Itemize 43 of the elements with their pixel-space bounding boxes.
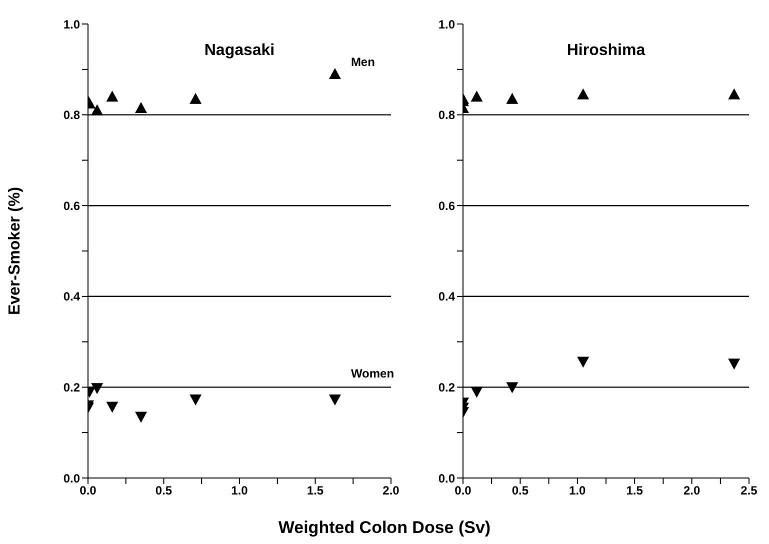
y-tick-label: 0.0 [438,471,456,486]
x-tick-label: 2.0 [382,484,400,498]
series-label: Men [350,54,375,69]
series-label: Women [350,366,394,380]
x-axis-title: Weighted Colon Dose (Sv) [277,518,492,538]
point [728,358,740,370]
point [91,104,104,116]
x-tick-label: 2.0 [683,484,700,498]
x-tick-label: 0.0 [80,484,97,498]
text: Nagasaki [204,42,275,59]
text: Hiroshima [566,42,646,60]
point [190,394,202,406]
point [135,102,148,113]
point [135,412,148,423]
y-tick-label: 0.0 [63,471,80,486]
point [91,383,104,394]
x-tick-label: 1.0 [569,484,586,498]
y-tick-label: 0.2 [438,380,456,394]
y-tick-label: 0.6 [438,198,456,213]
y-tick-label: 0.2 [63,380,80,394]
x-tick-label: 1.5 [626,484,644,498]
point [328,394,341,406]
y-tick-label: 0.6 [63,198,80,213]
point [190,92,202,104]
point [577,88,590,100]
y-tick-label: 0.4 [63,290,80,304]
point [577,356,590,368]
x-tick-label: 0.5 [512,484,529,498]
x-tick-label: 1.5 [306,484,324,498]
y-tick-label: 0.8 [438,108,456,122]
y-tick-label: 1.0 [63,17,80,32]
y-tick-label: 1.0 [438,17,456,32]
x-tick-label: 1.0 [231,484,248,498]
point [106,90,118,102]
y-tick-label: 0.8 [63,108,80,122]
y-axis-title: Ever-Smoker (%) [6,186,24,316]
x-tick-label: 2.5 [740,484,758,498]
point [106,402,118,413]
x-tick-label: 0.0 [454,484,472,498]
y-tick-label: 0.4 [438,290,456,304]
x-tick-label: 0.5 [155,484,172,498]
point [728,88,740,100]
point [328,68,341,79]
